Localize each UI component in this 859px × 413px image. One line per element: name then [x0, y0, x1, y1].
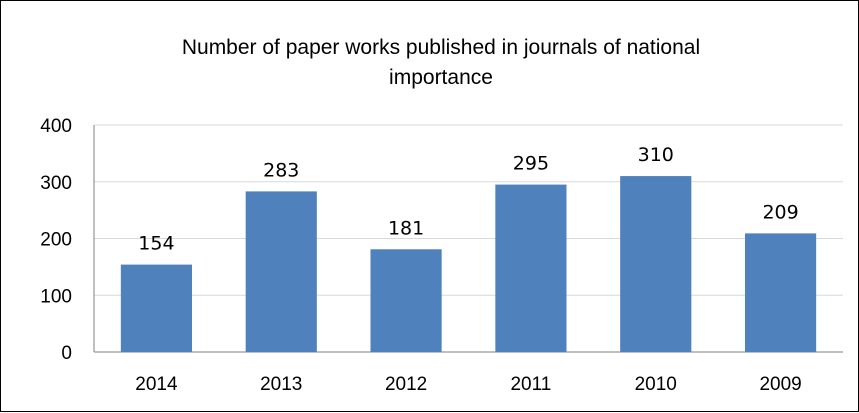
- y-tick-label: 300: [40, 173, 72, 194]
- data-label-2012: 181: [388, 217, 424, 239]
- bar-2014: [120, 264, 192, 352]
- bar-2010: [620, 176, 692, 352]
- x-tick-label: 2009: [759, 374, 801, 395]
- y-tick-label: 100: [40, 286, 72, 307]
- data-labels: 154 283 181 295 310 209: [138, 144, 798, 255]
- data-label-2009: 209: [762, 201, 798, 223]
- chart-title: Number of paper works published in journ…: [182, 36, 700, 89]
- x-tick-label: 2012: [385, 374, 427, 395]
- bar-2013: [245, 191, 317, 352]
- x-tick-label: 2010: [635, 374, 677, 395]
- bar-2012: [370, 249, 442, 352]
- y-tick-labels: 0 100 200 300 400: [40, 116, 72, 364]
- x-tick-label: 2013: [260, 374, 302, 395]
- bar-2009: [745, 233, 817, 352]
- data-label-2010: 310: [638, 144, 674, 166]
- y-tick-label: 0: [61, 343, 72, 364]
- bar-2011: [495, 184, 567, 352]
- gridlines: [94, 124, 843, 296]
- x-tick-label: 2011: [510, 374, 551, 395]
- bars: [120, 176, 817, 352]
- data-label-2014: 154: [138, 233, 174, 255]
- data-label-2013: 283: [263, 159, 299, 181]
- x-tick-labels: 2014 2013 2012 2011 2010 2009: [135, 374, 801, 395]
- y-tick-label: 200: [40, 230, 72, 251]
- y-tick-label: 400: [40, 116, 72, 137]
- data-label-2011: 295: [513, 153, 549, 175]
- chart-title-line-1: Number of paper works published in journ…: [182, 36, 700, 59]
- x-tick-label: 2014: [135, 374, 178, 395]
- axes: [93, 125, 843, 353]
- chart-title-line-2: importance: [389, 66, 493, 89]
